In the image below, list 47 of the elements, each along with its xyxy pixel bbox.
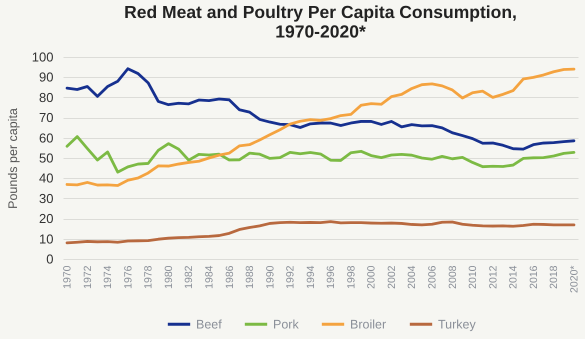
x-tick-label: 1982 xyxy=(183,265,196,289)
legend-label: Turkey xyxy=(438,317,476,332)
x-tick-label: 1984 xyxy=(203,265,216,289)
chart-title: Red Meat and Poultry Per Capita Consumption, 1970-2020* xyxy=(124,2,517,42)
x-tick-label: 1976 xyxy=(122,265,134,289)
x-tick-label: 1988 xyxy=(244,265,256,289)
y-tick-label: 70 xyxy=(39,110,54,126)
y-tick-label: 40 xyxy=(39,170,54,186)
line-series xyxy=(66,220,576,244)
x-tick-label: 2008 xyxy=(446,265,459,289)
y-tick-label: 90 xyxy=(39,70,54,85)
x-tick-label: 1998 xyxy=(345,265,358,289)
line-series xyxy=(66,68,576,187)
x-tick-label: 2002 xyxy=(386,265,398,289)
x-tick-label: 2004 xyxy=(406,265,418,289)
y-tick-label: 20 xyxy=(39,211,54,226)
x-tick-label: 1978 xyxy=(142,265,155,289)
legend-label: Beef xyxy=(196,317,222,332)
y-tick-label: 100 xyxy=(32,50,54,64)
x-tick-label: 2014 xyxy=(508,265,520,289)
x-tick-label: 1992 xyxy=(284,265,297,289)
y-axis-title: Pounds per capita xyxy=(6,108,20,209)
x-tick-label: 2012 xyxy=(487,265,500,289)
y-tick-label: 60 xyxy=(39,130,54,146)
x-tick-label: 2000 xyxy=(366,265,378,289)
y-tick-label: 0 xyxy=(46,252,54,266)
x-tick-label: 1994 xyxy=(304,265,317,289)
x-tick-label: 2016 xyxy=(528,265,540,289)
x-tick-label: 2010 xyxy=(467,265,480,289)
x-tick-label: 2018 xyxy=(548,265,560,289)
x-tick-label: 1986 xyxy=(224,265,236,289)
x-tick-label: 1970 xyxy=(62,265,74,289)
y-tick-label: 80 xyxy=(39,90,54,105)
x-tick-label: 2020* xyxy=(568,266,580,293)
x-tick-label: 1996 xyxy=(325,265,338,289)
x-tick-label: 1990 xyxy=(264,265,276,289)
x-tick-label: 1972 xyxy=(82,265,94,289)
legend-label: Broiler xyxy=(350,317,386,332)
y-tick-label: 30 xyxy=(39,190,54,206)
line-series xyxy=(66,67,576,151)
x-tick-label: 1980 xyxy=(162,265,175,289)
x-tick-label: 2006 xyxy=(426,265,439,289)
y-tick-label: 10 xyxy=(39,231,54,246)
y-tick-label: 50 xyxy=(39,150,54,166)
legend-label: Pork xyxy=(273,317,300,332)
line-series xyxy=(66,135,576,174)
x-tick-label: 1974 xyxy=(102,265,114,289)
